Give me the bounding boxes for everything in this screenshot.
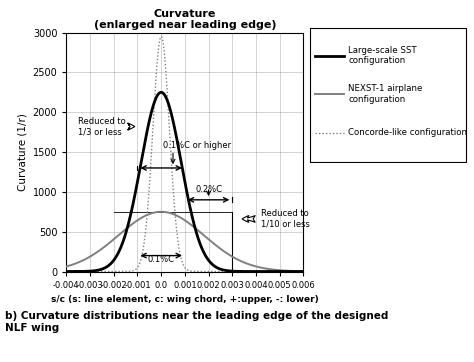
- Y-axis label: Curvature (1/r): Curvature (1/r): [17, 113, 27, 191]
- Text: 0.1%C or higher: 0.1%C or higher: [163, 141, 231, 150]
- Text: NEXST-1 airplane configuration: NEXST-1 airplane configuration: [348, 84, 423, 104]
- Title: Curvature
(enlarged near leading edge): Curvature (enlarged near leading edge): [93, 9, 276, 30]
- Text: 0.1%C: 0.1%C: [148, 254, 174, 264]
- FancyBboxPatch shape: [310, 28, 466, 161]
- Text: Reduced to
1/3 or less: Reduced to 1/3 or less: [78, 117, 135, 136]
- X-axis label: s/c (s: line element, c: wing chord, +:upper, -: lower): s/c (s: line element, c: wing chord, +:u…: [51, 295, 319, 304]
- Text: b) Curvature distributions near the leading edge of the designed
NLF wing: b) Curvature distributions near the lead…: [5, 311, 388, 333]
- Text: Large-scale SST configuration: Large-scale SST configuration: [348, 46, 417, 65]
- Text: Reduced to
1/10 or less: Reduced to 1/10 or less: [242, 209, 310, 229]
- Text: 0.2%C: 0.2%C: [195, 185, 222, 194]
- Text: Concorde-like configuration: Concorde-like configuration: [348, 128, 467, 137]
